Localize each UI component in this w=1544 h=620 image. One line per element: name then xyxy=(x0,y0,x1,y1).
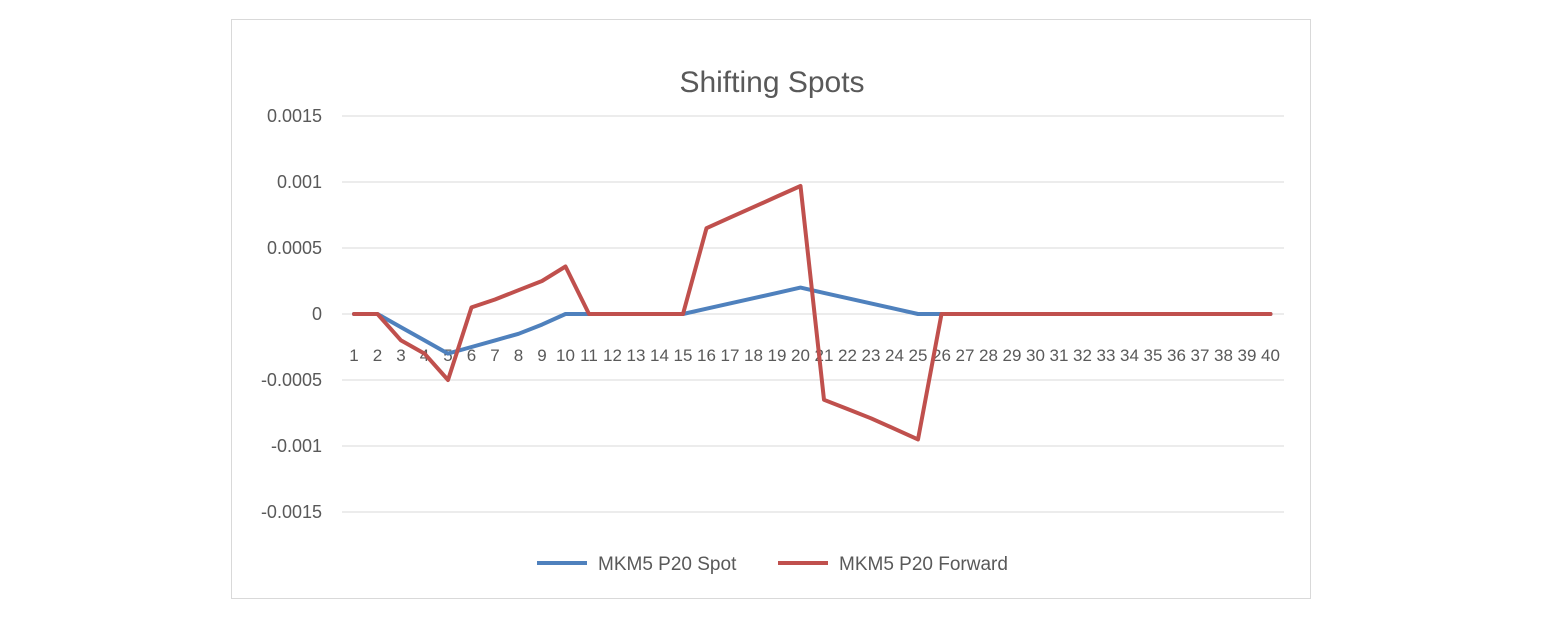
x-tick-label: 12 xyxy=(603,346,622,365)
x-tick-label: 19 xyxy=(768,346,787,365)
x-tick-label: 37 xyxy=(1191,346,1210,365)
series-lines xyxy=(352,184,1273,442)
x-tick-label: 30 xyxy=(1026,346,1045,365)
legend: MKM5 P20 Spot MKM5 P20 Forward xyxy=(537,554,1008,575)
legend-label-spot: MKM5 P20 Spot xyxy=(598,554,737,575)
x-tick-label: 36 xyxy=(1167,346,1186,365)
x-tick-label: 40 xyxy=(1261,346,1280,365)
x-tick-label: 24 xyxy=(885,346,904,365)
x-tick-label: 29 xyxy=(1003,346,1022,365)
x-tick-label: 9 xyxy=(537,346,546,365)
x-tick-label: 28 xyxy=(979,346,998,365)
y-tick-label: 0 xyxy=(312,304,322,324)
x-tick-label: 23 xyxy=(862,346,881,365)
y-tick-label: 0.001 xyxy=(277,172,322,192)
x-tick-label: 26 xyxy=(932,346,951,365)
x-tick-label: 14 xyxy=(650,346,669,365)
x-tick-label: 32 xyxy=(1073,346,1092,365)
chart-frame: Shifting Spots 0.0015 0.001 0.0005 0 -0.0005… xyxy=(231,19,1311,599)
x-tick-label: 34 xyxy=(1120,346,1139,365)
x-tick-label: 8 xyxy=(514,346,523,365)
x-tick-label: 25 xyxy=(909,346,928,365)
x-tick-label: 16 xyxy=(697,346,716,365)
x-tick-label: 39 xyxy=(1238,346,1257,365)
x-tick-label: 22 xyxy=(838,346,857,365)
x-tick-label: 15 xyxy=(674,346,693,365)
legend-label-forward: MKM5 P20 Forward xyxy=(839,554,1008,575)
y-tick-label: -0.001 xyxy=(271,436,322,456)
x-tick-label: 7 xyxy=(490,346,499,365)
chart-svg: Shifting Spots 0.0015 0.001 0.0005 0 -0.0005… xyxy=(261,66,1284,575)
y-tick-label: -0.0015 xyxy=(261,502,322,522)
series-line-forward xyxy=(352,184,1273,442)
x-tick-label: 11 xyxy=(580,346,598,365)
x-tick-labels: 1 2 3 4 5 6 7 8 9 10 11 12 13 14 15 16 17 18 19 20 21 22 23 24 2… xyxy=(349,346,1280,365)
x-tick-label: 2 xyxy=(373,346,382,365)
chart-title: Shifting Spots xyxy=(679,66,864,99)
x-tick-label: 6 xyxy=(467,346,476,365)
x-tick-label: 1 xyxy=(349,346,358,365)
y-tick-label: 0.0015 xyxy=(267,106,322,126)
y-tick-label: -0.0005 xyxy=(261,370,322,390)
x-tick-label: 20 xyxy=(791,346,810,365)
x-tick-label: 33 xyxy=(1097,346,1116,365)
x-tick-label: 10 xyxy=(556,346,575,365)
x-tick-label: 35 xyxy=(1144,346,1163,365)
x-tick-label: 18 xyxy=(744,346,763,365)
y-tick-labels: 0.0015 0.001 0.0005 0 -0.0005 -0.001 -0.0015 xyxy=(261,106,322,522)
x-tick-label: 13 xyxy=(627,346,646,365)
x-tick-label: 17 xyxy=(721,346,740,365)
x-tick-label: 3 xyxy=(396,346,405,365)
x-tick-label: 27 xyxy=(956,346,975,365)
x-tick-label: 38 xyxy=(1214,346,1233,365)
y-tick-label: 0.0005 xyxy=(267,238,322,258)
gridlines xyxy=(342,115,1284,513)
x-tick-label: 31 xyxy=(1050,346,1069,365)
